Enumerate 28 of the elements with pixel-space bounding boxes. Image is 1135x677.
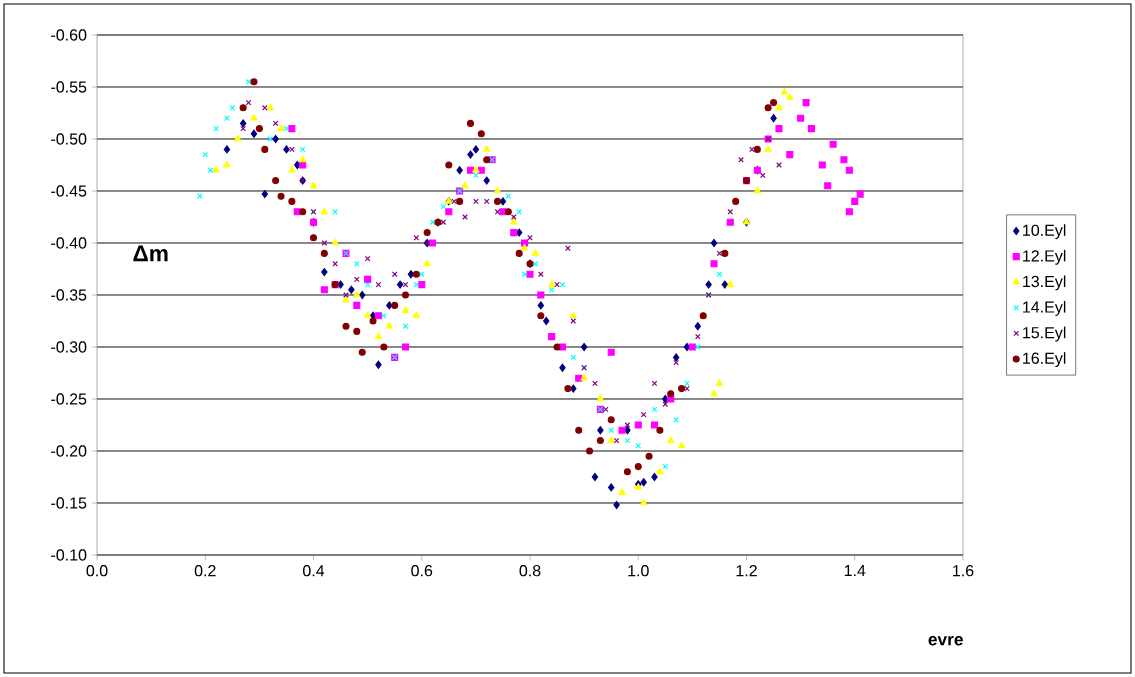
y-tick-label: -0.25 [51, 393, 87, 405]
legend-label: 15.Eyl [1023, 326, 1066, 342]
y-tick-label: -0.55 [51, 81, 87, 93]
y-tick-label: -0.35 [51, 289, 87, 301]
x-tick-label: 0.0 [86, 565, 108, 577]
legend-label: 10.Eyl [1023, 224, 1066, 240]
y-tick-label: -0.50 [51, 133, 87, 145]
x-tick-label: 0.2 [194, 565, 216, 577]
legend-label: 12.Eyl [1023, 249, 1066, 265]
x-tick-label: 1.2 [736, 565, 757, 577]
y-tick-label: -0.40 [51, 237, 87, 249]
y-tick-label: -0.30 [51, 341, 87, 353]
legend-label: 13.Eyl [1023, 275, 1066, 291]
x-tick-label: 1.4 [844, 565, 866, 577]
y-tick-label: -0.60 [51, 29, 87, 41]
x-tick-label: 0.4 [303, 565, 325, 577]
x-axis-title: evre [928, 636, 963, 646]
x-tick-label: 1.6 [953, 565, 974, 577]
legend-label: 16.Eyl [1023, 352, 1066, 368]
x-tick-label: 0.6 [411, 565, 433, 577]
legend-label: 14.Eyl [1023, 301, 1066, 316]
y-axis-title: Δm [133, 245, 168, 262]
x-tick-label: 0.8 [519, 565, 541, 577]
y-tick-label: -0.15 [51, 497, 87, 509]
x-tick-label: 1.0 [628, 565, 649, 577]
y-tick-label: -0.45 [51, 185, 87, 197]
y-tick-label: -0.20 [51, 445, 87, 457]
y-tick-label: -0.10 [51, 549, 87, 561]
